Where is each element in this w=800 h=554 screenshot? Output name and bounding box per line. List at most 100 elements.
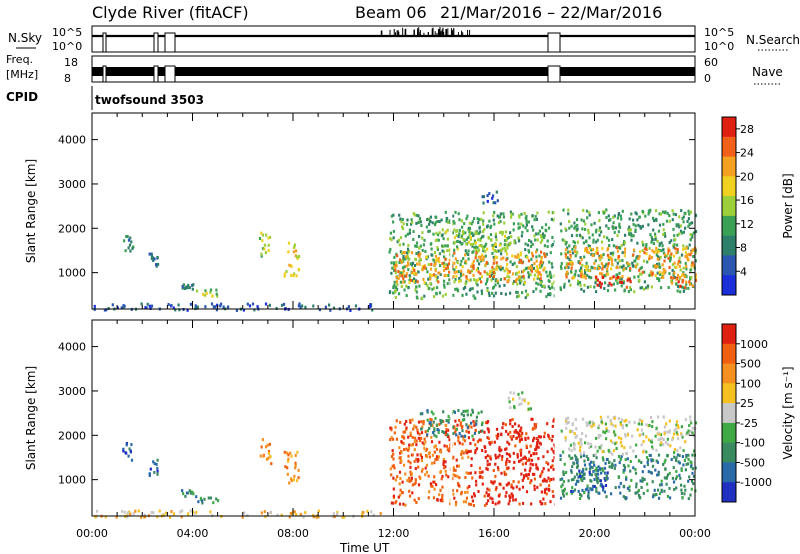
echo-cell — [673, 243, 676, 247]
echo-cell — [433, 286, 436, 290]
beam-label: Beam 06 — [355, 3, 427, 22]
echo-cell — [551, 424, 554, 428]
echo-cell — [392, 291, 395, 295]
echo-cell — [551, 243, 554, 246]
echo-cell — [266, 443, 269, 447]
echo-cell — [672, 276, 675, 280]
echo-cell — [605, 224, 608, 228]
echo-cell — [607, 284, 610, 287]
echo-cell — [423, 281, 426, 285]
echo-cell — [520, 222, 523, 226]
echo-cell — [270, 462, 273, 466]
echo-cell — [477, 278, 480, 282]
echo-cell — [623, 267, 626, 271]
echo-cell — [444, 432, 447, 436]
echo-cell — [516, 282, 519, 286]
echo-cell — [264, 515, 267, 519]
echo-cell — [675, 251, 678, 255]
echo-cell — [694, 248, 697, 252]
echo-cell — [488, 455, 491, 459]
echo-cell — [394, 266, 397, 270]
echo-cell — [474, 241, 478, 245]
echo-cell — [604, 478, 607, 482]
echo-cell — [470, 413, 473, 417]
echo-cell — [565, 421, 568, 425]
echo-cell — [503, 283, 506, 287]
echo-cell — [433, 461, 436, 465]
echo-cell — [510, 483, 513, 487]
echo-cell — [603, 466, 606, 470]
echo-cell — [517, 255, 520, 259]
echo-cell — [640, 428, 643, 432]
echo-cell — [673, 451, 676, 455]
echo-cell — [501, 426, 504, 430]
echo-cell — [476, 290, 479, 294]
echo-cell — [667, 256, 670, 260]
x-tick-label: 20:00 — [579, 527, 611, 540]
echo-cell — [464, 476, 467, 479]
echo-cell — [623, 446, 626, 450]
echo-cell — [471, 287, 474, 291]
echo-cell — [280, 303, 284, 307]
echo-cell — [568, 454, 571, 458]
echo-cell — [521, 391, 524, 395]
echo-cell — [641, 476, 644, 480]
echo-cell — [646, 482, 649, 486]
echo-cell — [570, 470, 573, 474]
echo-cell — [287, 241, 291, 245]
echo-cell — [471, 262, 474, 266]
echo-cell — [494, 283, 497, 287]
echo-cell — [545, 487, 548, 491]
echo-cell — [569, 255, 572, 259]
echo-cell — [658, 496, 661, 500]
echo-cell — [595, 456, 598, 460]
nsky-gap — [547, 32, 561, 53]
echo-cell — [435, 215, 438, 219]
echo-cell — [491, 497, 494, 501]
echo-cell — [587, 244, 590, 248]
echo-cell — [573, 274, 576, 278]
echo-cell — [412, 427, 415, 431]
echo-cell — [489, 226, 492, 230]
echo-cell — [426, 270, 429, 274]
echo-cell — [182, 283, 185, 287]
echo-cell — [616, 275, 620, 279]
echo-cell — [412, 279, 416, 283]
echo-cell — [519, 281, 522, 285]
echo-cell — [573, 245, 576, 249]
echo-cell — [540, 490, 543, 494]
echo-cell — [663, 271, 666, 275]
echo-cell — [528, 469, 531, 473]
echo-cell — [477, 411, 480, 415]
echo-cell — [403, 280, 406, 284]
echo-cell — [524, 216, 527, 220]
echo-cell — [595, 240, 598, 244]
echo-cell — [402, 222, 405, 226]
echo-cell — [580, 475, 583, 479]
echo-cell — [503, 221, 506, 225]
echo-cell — [399, 451, 402, 455]
echo-cell — [541, 261, 544, 265]
echo-cell — [336, 512, 339, 516]
echo-cell — [681, 435, 684, 439]
echo-cell — [472, 250, 475, 254]
echo-cell — [194, 511, 197, 515]
echo-cell — [474, 248, 477, 252]
echo-cell — [465, 429, 468, 433]
echo-cell — [595, 466, 598, 470]
echo-cell — [148, 472, 151, 476]
echo-cell — [678, 264, 681, 268]
echo-cell — [473, 492, 476, 496]
echo-cell — [513, 280, 516, 283]
echo-cell — [662, 251, 666, 255]
echo-cell — [579, 283, 582, 287]
echo-cell — [492, 481, 495, 485]
echo-cell — [520, 437, 523, 441]
echo-cell — [618, 225, 622, 229]
echo-cell — [469, 442, 472, 445]
echo-cell — [467, 249, 470, 253]
echo-cell — [576, 460, 579, 464]
echo-cell — [593, 261, 596, 265]
echo-cell — [130, 458, 134, 462]
echo-cell — [481, 230, 485, 234]
